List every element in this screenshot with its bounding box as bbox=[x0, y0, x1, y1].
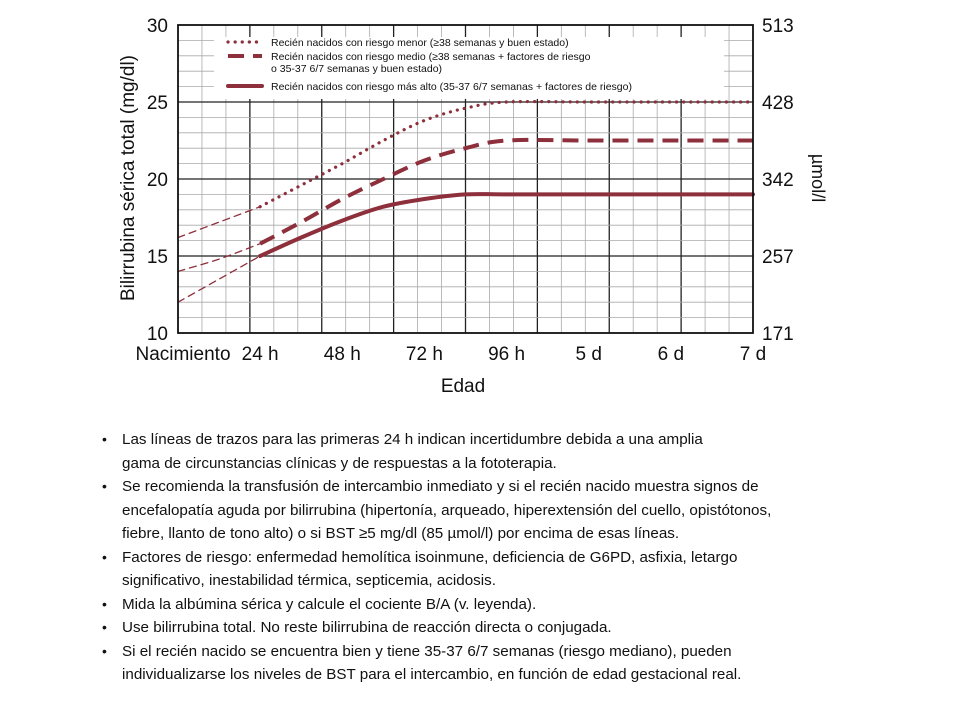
legend-label-3: Recién nacidos con riesgo más alto (35-3… bbox=[271, 81, 632, 93]
note-line: encefalopatía aguda por bilirrubina (hip… bbox=[122, 501, 772, 519]
y-axis-label: Bilirrubina sérica total (mg/dl) bbox=[118, 55, 139, 301]
x-axis-label: Edad bbox=[441, 376, 485, 397]
right-axis-label: µmol/l bbox=[808, 154, 828, 202]
note-item: Factores de riesgo: enfermedad hemolític… bbox=[100, 546, 860, 593]
y-right-tick-label: 342 bbox=[762, 170, 794, 191]
note-line: significativo, inestabilidad térmica, se… bbox=[122, 572, 496, 589]
legend-label-2: Recién nacidos con riesgo medio (≥38 sem… bbox=[271, 51, 591, 63]
x-tick-label: Nacimiento bbox=[135, 344, 230, 365]
x-tick-label: 6 d bbox=[658, 344, 684, 365]
note-item: Use bilirrubina total. No reste bilirrub… bbox=[100, 616, 860, 640]
legend-label-1: Recién nacidos con riesgo menor (≥38 sem… bbox=[271, 37, 569, 49]
y-right-tick-label: 257 bbox=[762, 247, 794, 268]
y-tick-label: 25 bbox=[147, 93, 168, 114]
note-item: Mida la albúmina sérica y calcule el coc… bbox=[100, 593, 860, 617]
note-line: individualizarse los niveles de BST para… bbox=[122, 666, 742, 683]
y-tick-label: 15 bbox=[147, 247, 168, 268]
y-right-tick-label: 428 bbox=[762, 93, 794, 114]
exchange-transfusion-chart: Recién nacidos con riesgo menor (≥38 sem… bbox=[118, 16, 828, 397]
y-tick-label: 30 bbox=[147, 16, 168, 37]
x-tick-label: 24 h bbox=[242, 344, 279, 365]
x-tick-label: 72 h bbox=[406, 344, 443, 365]
plot-frame bbox=[177, 24, 754, 334]
chart-series bbox=[177, 99, 755, 303]
x-tick-label: 7 d bbox=[740, 344, 766, 365]
series-2-uncertain-segment bbox=[177, 243, 261, 273]
series-1-uncertain-segment bbox=[177, 206, 261, 239]
chart-tick-labels: 10 15 20 25 30 171 257 342 428 513 Nacimiento 24 h 4… bbox=[135, 16, 793, 365]
series-3-line bbox=[258, 192, 755, 258]
note-item: Las líneas de trazos para las primeras 2… bbox=[100, 428, 860, 475]
x-tick-label: 96 h bbox=[488, 344, 525, 365]
chart-legend: Recién nacidos con riesgo menor (≥38 sem… bbox=[214, 37, 724, 99]
legend-background bbox=[214, 37, 724, 99]
note-item: Se recomienda la transfusión de intercam… bbox=[100, 475, 860, 546]
y-tick-label: 10 bbox=[147, 324, 168, 345]
y-tick-label: 20 bbox=[147, 170, 168, 191]
note-line: fiebre, llanto de tono alto) o si BST ≥5… bbox=[122, 525, 680, 542]
legend-label-2: o 35-37 6/7 semanas y buen estado) bbox=[271, 63, 442, 75]
note-line: Las líneas de trazos para las primeras 2… bbox=[122, 431, 703, 448]
y-right-tick-label: 513 bbox=[762, 16, 794, 37]
series-2-line bbox=[259, 137, 753, 246]
note-line: Factores de riesgo: enfermedad hemolític… bbox=[122, 548, 738, 566]
note-line: Use bilirrubina total. No reste bilirrub… bbox=[122, 619, 612, 636]
note-line: Si el recién nacido se encuentra bien y … bbox=[122, 642, 732, 660]
x-tick-label: 5 d bbox=[576, 344, 602, 365]
y-right-tick-label: 171 bbox=[762, 324, 794, 345]
note-line: Mida la albúmina sérica y calcule el coc… bbox=[122, 595, 537, 613]
note-item: Si el recién nacido se encuentra bien y … bbox=[100, 640, 860, 687]
note-line: gama de circunstancias clínicas y de res… bbox=[122, 454, 557, 472]
x-tick-label: 48 h bbox=[324, 344, 361, 365]
note-line: Se recomienda la transfusión de intercam… bbox=[122, 478, 759, 495]
series-3-uncertain-segment bbox=[177, 255, 261, 303]
chart-axes bbox=[177, 24, 754, 334]
notes-list: Las líneas de trazos para las primeras 2… bbox=[100, 428, 860, 687]
